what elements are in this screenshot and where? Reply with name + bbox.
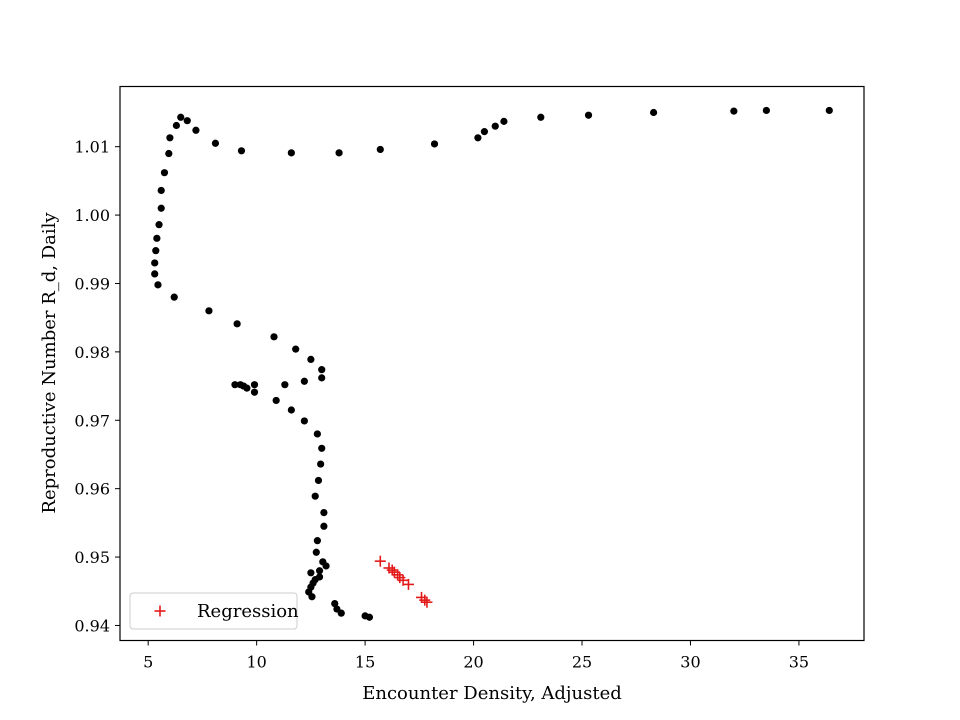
data-point-observed	[237, 147, 246, 155]
data-point-observed	[292, 345, 300, 353]
data-point-observed	[165, 149, 173, 158]
y-tick-label: 0.99	[74, 274, 110, 293]
data-point-observed	[307, 355, 315, 363]
data-point-observed	[318, 374, 326, 382]
legend-label-regression: Regression	[197, 601, 299, 622]
data-point-regression	[402, 578, 414, 590]
y-tick-label: 0.98	[74, 343, 110, 362]
data-point-observed	[177, 113, 185, 121]
data-point-observed	[153, 234, 161, 242]
data-point-observed	[337, 609, 345, 617]
data-point-regression	[421, 596, 433, 608]
data-point-observed	[155, 221, 163, 229]
data-point-observed	[480, 128, 489, 136]
legend-marker-regression	[154, 605, 166, 617]
series-regression	[374, 555, 433, 608]
data-point-observed	[322, 562, 330, 570]
x-tick-label: 25	[572, 653, 592, 672]
data-point-observed	[314, 476, 323, 485]
data-point-observed	[335, 149, 343, 157]
x-tick-label: 20	[463, 653, 483, 672]
data-point-observed	[300, 377, 308, 385]
data-point-observed	[825, 106, 833, 115]
data-point-observed	[183, 117, 191, 125]
data-point-observed	[320, 509, 328, 517]
data-point-regression	[386, 564, 398, 576]
data-point-observed	[365, 613, 374, 621]
data-point-observed	[313, 537, 321, 545]
legend-box	[129, 592, 298, 630]
y-tick-label: 0.97	[74, 411, 110, 430]
data-point-observed	[166, 134, 174, 142]
data-point-observed	[500, 117, 508, 125]
data-point-observed	[160, 169, 169, 177]
data-point-observed	[318, 444, 326, 452]
legend-plus-marker	[154, 605, 166, 617]
plot-frame	[119, 85, 865, 642]
data-point-observed	[205, 307, 213, 315]
data-point-observed	[281, 381, 289, 389]
y-tick-label: 0.95	[74, 548, 110, 567]
data-point-observed	[233, 320, 241, 328]
data-point-observed	[157, 204, 165, 212]
data-point-regression	[374, 555, 386, 567]
y-axis-ticks: 0.94 0.95 0.96 0.97 0.98 0.99 1.00 1.01	[74, 138, 120, 635]
x-axis-ticks: 5 10 15 20 25 30 35	[143, 640, 809, 672]
x-axis-label: Encounter Density, Adjusted	[362, 683, 622, 704]
data-point-observed	[320, 522, 328, 530]
data-point-observed	[307, 569, 315, 577]
data-point-observed	[287, 406, 295, 414]
data-point-observed	[312, 548, 320, 556]
data-point-observed	[270, 333, 278, 341]
data-point-observed	[231, 381, 239, 389]
data-point-observed	[376, 145, 384, 154]
data-point-observed	[331, 599, 339, 608]
y-tick-label: 1.00	[74, 206, 110, 225]
data-point-observed	[318, 366, 326, 374]
data-point-observed	[211, 139, 220, 147]
data-point-observed	[317, 460, 325, 468]
series-observed	[151, 106, 833, 621]
data-point-observed	[152, 247, 160, 255]
data-point-observed	[154, 281, 162, 289]
y-axis-label: Reproductive Number R_d, Daily	[39, 212, 60, 514]
legend: Regression	[129, 592, 299, 630]
data-point-observed	[151, 270, 159, 278]
x-tick-label: 35	[789, 653, 809, 672]
data-point-observed	[287, 149, 295, 157]
data-point-regression	[419, 594, 431, 606]
data-point-observed	[272, 396, 280, 405]
x-tick-label: 15	[355, 653, 375, 672]
data-point-observed	[250, 381, 259, 389]
data-point-observed	[474, 134, 482, 142]
x-tick-label: 10	[246, 653, 266, 672]
data-point-observed	[308, 593, 316, 601]
data-point-observed	[157, 186, 165, 195]
data-point-observed	[313, 430, 321, 438]
plot-marks	[151, 106, 833, 621]
data-point-regression	[392, 569, 404, 581]
data-point-observed	[762, 106, 770, 115]
data-point-observed	[537, 113, 545, 121]
data-point-observed	[430, 140, 439, 148]
x-tick-label: 5	[143, 653, 153, 672]
data-point-observed	[170, 293, 178, 301]
data-point-observed	[311, 492, 319, 500]
x-tick-label: 30	[680, 653, 700, 672]
data-point-observed	[243, 384, 251, 392]
data-point-observed	[315, 567, 324, 575]
data-point-observed	[172, 121, 180, 130]
data-point-observed	[730, 107, 738, 115]
y-tick-label: 0.94	[74, 616, 110, 635]
data-point-observed	[250, 388, 259, 396]
y-tick-label: 0.96	[74, 480, 110, 499]
data-point-observed	[151, 259, 159, 267]
data-point-observed	[192, 126, 200, 134]
y-tick-label: 1.01	[74, 138, 110, 157]
data-point-observed	[584, 111, 593, 119]
data-point-observed	[300, 417, 308, 425]
data-point-observed	[649, 108, 658, 117]
data-point-observed	[491, 122, 499, 130]
